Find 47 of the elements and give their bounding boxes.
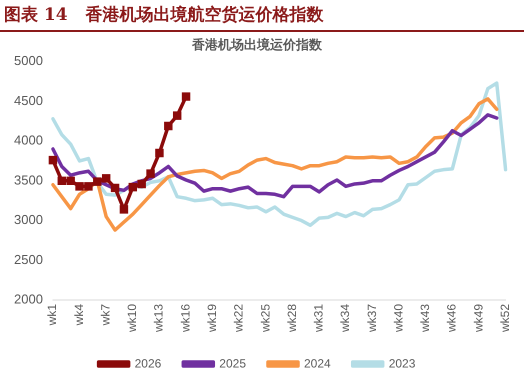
- y-tick-label: 3000: [14, 212, 43, 228]
- legend-label: 2026: [134, 356, 162, 370]
- x-tick-label: wk13: [152, 304, 166, 333]
- chart-subtitle: 香港机场出境运价指数: [191, 37, 323, 54]
- point: [93, 177, 102, 186]
- point: [75, 182, 84, 191]
- x-tick-label: wk22: [232, 304, 246, 333]
- point: [120, 205, 128, 214]
- y-tick-label: 2500: [14, 252, 43, 267]
- x-tick-label: wk52: [498, 304, 512, 333]
- legend-label: 2025: [219, 356, 246, 370]
- point: [110, 184, 120, 192]
- x-tick-label: wk28: [284, 304, 299, 333]
- x-tick-label: wk37: [364, 304, 379, 333]
- point: [172, 111, 182, 120]
- point: [128, 182, 138, 192]
- x-tick-label: wk10: [125, 304, 140, 333]
- chart-title: 图表 14 香港机场出境航空货运价格指数: [0, 0, 524, 32]
- point: [66, 176, 75, 186]
- x-tick-label: wk19: [205, 304, 219, 333]
- y-tick-label: 2000: [14, 292, 43, 307]
- y-tick-label: 5000: [14, 53, 43, 68]
- x-tick-label: wk16: [178, 304, 192, 333]
- legend-label: 2024: [304, 356, 332, 370]
- point: [137, 180, 146, 188]
- x-tick-label: wk49: [471, 304, 486, 333]
- point: [155, 148, 164, 158]
- y-tick-label: 3500: [14, 172, 43, 188]
- legend-label: 2023: [388, 356, 416, 370]
- x-tick-label: wk1: [45, 304, 60, 326]
- point: [164, 122, 173, 130]
- y-tick-label: 4500: [14, 92, 43, 108]
- x-tick-label: wk40: [391, 304, 406, 333]
- point: [102, 174, 110, 183]
- y-tick-label: 4000: [14, 132, 43, 148]
- x-tick-label: wk25: [258, 304, 272, 333]
- point: [58, 176, 66, 186]
- x-tick-label: wk7: [98, 304, 112, 326]
- x-tick-label: wk34: [338, 304, 352, 333]
- x-tick-label: wk43: [418, 304, 432, 333]
- point: [182, 92, 190, 101]
- x-tick-label: wk46: [444, 304, 459, 333]
- point: [146, 169, 155, 178]
- point: [48, 156, 58, 164]
- x-tick-label: wk4: [72, 304, 86, 326]
- x-tick-label: wk31: [312, 304, 326, 333]
- point: [84, 182, 93, 191]
